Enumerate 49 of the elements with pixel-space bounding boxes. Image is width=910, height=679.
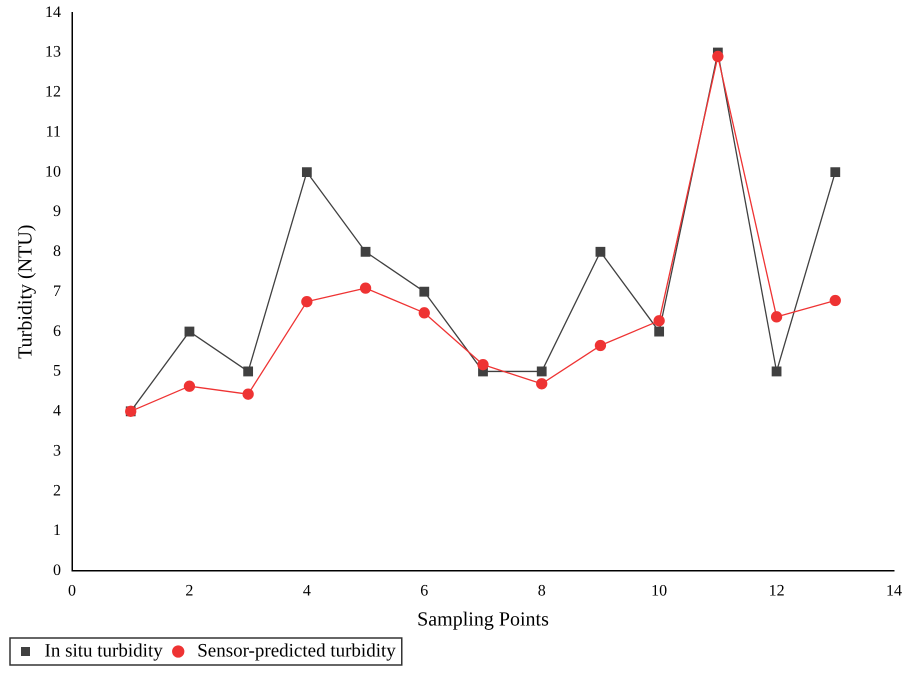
- point: [184, 326, 194, 336]
- y-tick-label: 7: [53, 282, 61, 300]
- point: [596, 246, 606, 257]
- x-tick-label: 10: [651, 582, 668, 600]
- point: [536, 366, 547, 376]
- y-tick-label: 13: [45, 44, 61, 61]
- point: [653, 315, 665, 326]
- point: [654, 326, 664, 336]
- point: [418, 307, 430, 318]
- point: [242, 388, 254, 400]
- point: [712, 50, 724, 62]
- y-tick-label: 11: [46, 123, 61, 140]
- x-tick-label: 6: [420, 582, 428, 600]
- y-tick-label: 14: [45, 4, 61, 21]
- point: [184, 380, 196, 392]
- x-tick-label: 14: [886, 582, 902, 600]
- legend-label: In situ turbidity: [44, 640, 164, 662]
- x-tick-label: 2: [185, 582, 194, 600]
- x-tick-label: 12: [768, 582, 785, 600]
- y-tick-label: 12: [45, 84, 61, 101]
- y-tick-label: 2: [53, 482, 61, 500]
- y-tick-label: 9: [53, 203, 61, 220]
- legend-label: Sensor-predicted turbidity: [197, 640, 396, 662]
- y-tick-label: 6: [53, 322, 61, 340]
- point: [360, 282, 372, 294]
- y-tick-label: 8: [53, 243, 61, 260]
- point: [830, 167, 840, 177]
- x-axis-title: Sampling Points: [417, 608, 550, 630]
- y-tick-label: 5: [53, 362, 61, 380]
- point: [830, 294, 841, 306]
- y-axis-title: Turbidity (NTU): [14, 224, 36, 359]
- y-tick-label: 3: [53, 442, 61, 460]
- point: [302, 167, 312, 177]
- point: [419, 286, 430, 297]
- point: [477, 359, 489, 370]
- x-tick-label: 4: [302, 582, 311, 600]
- point: [772, 366, 782, 376]
- point: [594, 340, 606, 352]
- y-tick-label: 10: [45, 163, 61, 180]
- point: [301, 296, 313, 308]
- y-tick-label: 0: [53, 562, 61, 580]
- point: [360, 246, 370, 257]
- x-tick-label: 0: [68, 582, 76, 600]
- point: [770, 311, 782, 322]
- point: [536, 378, 548, 390]
- x-tick-label: 8: [538, 582, 546, 600]
- y-tick-label: 4: [53, 402, 61, 420]
- point: [243, 366, 254, 376]
- y-tick-label: 1: [53, 522, 61, 540]
